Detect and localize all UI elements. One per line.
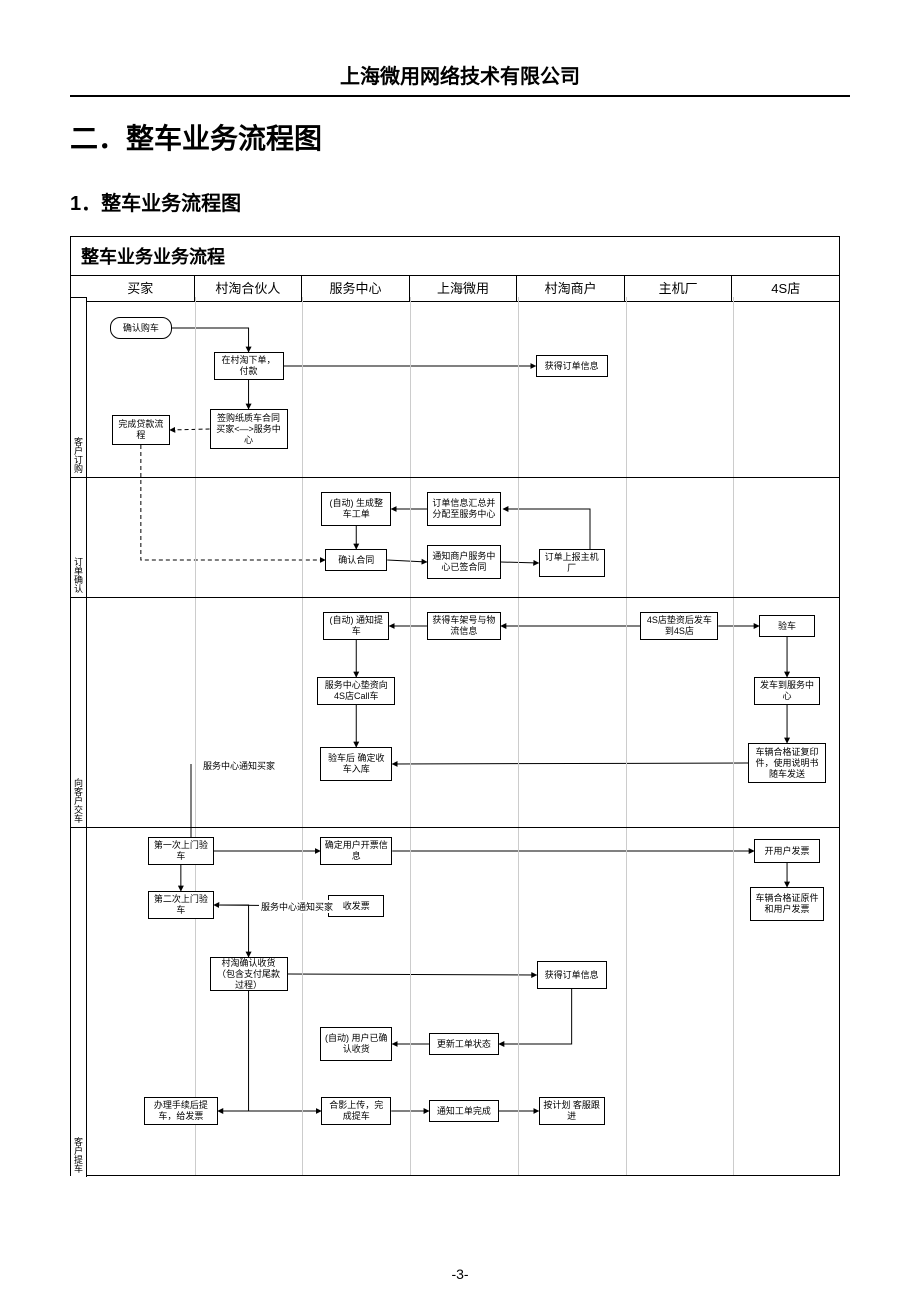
flow-node: 按计划 客服跟进 [539,1097,605,1125]
flow-node: 车辆合格证复印件，使用说明书随车发送 [748,743,826,783]
swimlane-row-label: 订单确认 [71,477,87,597]
diagram-title: 整车业务业务流程 [71,237,839,276]
swimlane-row-label: 客户提车 [71,827,87,1177]
flow-node: 第二次上门验车 [148,891,214,919]
diagram-body: 客户订购订单确认向客户交车客户提车确认购车在村淘下单，付款获得订单信息完成贷款流… [71,297,839,1175]
edge-label: 服务中心通知买家 [259,900,335,913]
heading-2: 1．整车业务流程图 [70,187,850,216]
flow-node: 签购纸质车合同买家<—>服务中心 [210,409,288,449]
flow-node: (自动) 生成整车工单 [321,492,391,526]
flow-node: 服务中心垫资向4S店Call车 [317,677,395,705]
flow-node: 收发票 [328,895,384,917]
flow-node: 合影上传，完成提车 [321,1097,391,1125]
flow-node: 在村淘下单，付款 [214,352,284,380]
flow-node: 获得订单信息 [537,961,607,989]
flow-node: 确认合同 [325,549,387,571]
flow-node: 更新工单状态 [429,1033,499,1055]
lane-divider [410,297,411,1175]
row-divider [87,827,839,828]
flow-node: 办理手续后提车，给发票 [144,1097,218,1125]
lane-divider [195,297,196,1175]
flow-node: 订单上报主机厂 [539,549,605,577]
flow-node: 车辆合格证原件和用户发票 [750,887,824,921]
flow-node: 获得订单信息 [536,355,608,377]
flow-node: 确认购车 [110,317,172,339]
flowchart-diagram: 整车业务业务流程 买家村淘合伙人服务中心上海微用村淘商户主机厂4S店 客户订购订… [70,236,840,1176]
row-divider [87,597,839,598]
page-number: -3- [0,1266,920,1282]
lane-divider [733,297,734,1175]
row-divider [87,477,839,478]
flow-node: 验车 [759,615,815,637]
lane-divider [626,297,627,1175]
swimlane-row-label: 客户订购 [71,297,87,477]
edge-label: 服务中心通知买家 [201,759,277,772]
flow-node: 验车后 确定收车入库 [320,747,392,781]
flow-node: 村淘确认收货（包含支付尾款过程） [210,957,288,991]
flow-node: (自动) 通知提车 [323,612,389,640]
flow-node: 4S店垫资后发车到4S店 [640,612,718,640]
flow-node: 获得车架号与物流信息 [427,612,501,640]
flow-node: 完成贷款流程 [112,415,170,445]
flow-node: 订单信息汇总并分配至服务中心 [427,492,501,526]
flow-node: (自动) 用户已确认收货 [320,1027,392,1061]
flow-node: 通知工单完成 [429,1100,499,1122]
flow-node: 第一次上门验车 [148,837,214,865]
lane-divider [302,297,303,1175]
flow-node: 开用户发票 [754,839,820,863]
swimlane-row-label: 向客户交车 [71,597,87,827]
flow-node: 通知商户服务中心已签合同 [427,545,501,579]
company-title: 上海微用网络技术有限公司 [70,60,850,97]
flow-node: 确定用户开票信息 [320,837,392,865]
heading-1: 二．整车业务流程图 [70,117,850,157]
lane-divider [518,297,519,1175]
flow-node: 发车到服务中心 [754,677,820,705]
